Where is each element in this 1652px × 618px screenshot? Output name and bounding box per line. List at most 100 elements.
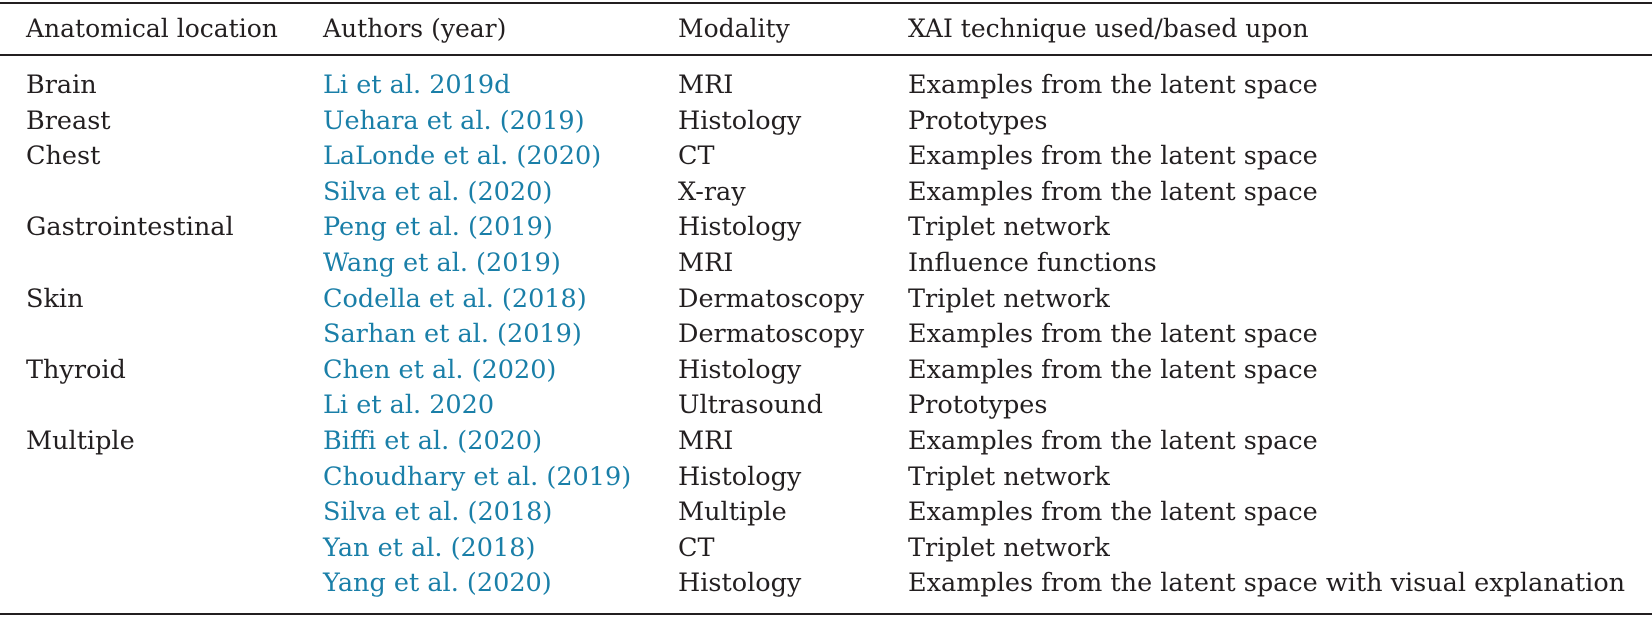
- cell-authors-link[interactable]: Li et al. 2020: [323, 390, 495, 421]
- cell-anatomical-location: Gastrointestinal: [26, 212, 234, 243]
- cell-authors-link-container: Li et al. 2019d: [323, 68, 678, 104]
- cell-authors-link[interactable]: Yan et al. (2018): [323, 532, 536, 563]
- cell-modality: MRI: [678, 70, 734, 100]
- cell-anatomical-location-container: [0, 460, 323, 496]
- cell-modality: MRI: [678, 425, 734, 456]
- table-row: Yan et al. (2018) CT Triplet network: [0, 531, 1652, 567]
- cell-authors-link-container: Codella et al. (2018): [323, 282, 678, 318]
- cell-anatomical-location-container: Thyroid: [0, 353, 323, 389]
- cell-xai-technique-container: Triplet network: [908, 210, 1652, 246]
- cell-authors-link-container: Yan et al. (2018): [323, 531, 678, 567]
- cell-modality: Multiple: [678, 497, 787, 528]
- cell-anatomical-location-container: Skin: [0, 282, 323, 318]
- table-row: Skin Codella et al. (2018) Dermatoscopy Tri…: [0, 282, 1652, 318]
- cell-authors-link[interactable]: Uehara et al. (2019): [323, 105, 585, 136]
- table-row: Multiple Biffi et al. (2020) MRI Examples f…: [0, 424, 1652, 460]
- cell-modality-container: X-ray: [678, 175, 908, 211]
- cell-xai-technique-container: Examples from the latent space: [908, 175, 1652, 211]
- cell-xai-technique-container: Influence functions: [908, 246, 1652, 282]
- table-row: Thyroid Chen et al. (2020) Histology Exampl…: [0, 353, 1652, 389]
- cell-anatomical-location-container: [0, 317, 323, 353]
- cell-authors-link[interactable]: Codella et al. (2018): [323, 283, 587, 314]
- table-row: Breast Uehara et al. (2019) Histology Proto…: [0, 104, 1652, 140]
- table-body: Brain Li et al. 2019d MRI Examples from the…: [0, 56, 1652, 602]
- cell-authors-link[interactable]: Choudhary et al. (2019): [323, 461, 632, 492]
- cell-modality-container: CT: [678, 139, 908, 175]
- cell-xai-technique-container: Prototypes: [908, 388, 1652, 424]
- cell-xai-technique-container: Examples from the latent space: [908, 139, 1652, 175]
- cell-authors-link-container: Silva et al. (2020): [323, 175, 678, 211]
- cell-xai-technique: Examples from the latent space: [908, 497, 1318, 528]
- table-header: Anatomical location Authors (year) Modal…: [0, 0, 1652, 56]
- cell-authors-link-container: Yang et al. (2020): [323, 566, 678, 602]
- cell-anatomical-location: Multiple: [26, 425, 135, 456]
- cell-anatomical-location: Chest: [26, 141, 101, 172]
- table-header-rule: [0, 54, 1652, 56]
- cell-authors-link-container: Choudhary et al. (2019): [323, 460, 678, 496]
- cell-authors-link-container: LaLonde et al. (2020): [323, 139, 678, 175]
- header-modality: Modality: [678, 13, 790, 43]
- cell-anatomical-location-container: Brain: [0, 68, 323, 104]
- cell-anatomical-location-container: Chest: [0, 139, 323, 175]
- cell-authors-link-container: Wang et al. (2019): [323, 246, 678, 282]
- cell-xai-technique-container: Examples from the latent space: [908, 317, 1652, 353]
- cell-authors-link[interactable]: Li et al. 2019d: [323, 70, 511, 100]
- cell-authors-link[interactable]: Wang et al. (2019): [323, 247, 561, 278]
- cell-authors-link[interactable]: Silva et al. (2018): [323, 497, 553, 528]
- cell-modality-container: MRI: [678, 68, 908, 104]
- cell-authors-link[interactable]: Silva et al. (2020): [323, 176, 553, 207]
- cell-anatomical-location-container: [0, 246, 323, 282]
- cell-modality: Histology: [678, 105, 802, 136]
- header-anatomical-location: Anatomical location: [26, 13, 278, 43]
- cell-authors-link[interactable]: LaLonde et al. (2020): [323, 141, 602, 172]
- cell-xai-technique: Triplet network: [908, 532, 1110, 563]
- cell-authors-link[interactable]: Sarhan et al. (2019): [323, 319, 582, 350]
- cell-modality-container: Histology: [678, 353, 908, 389]
- cell-anatomical-location: Brain: [26, 70, 97, 100]
- table-row: Silva et al. (2020) X-ray Examples from th…: [0, 175, 1652, 211]
- cell-xai-technique-container: Examples from the latent space: [908, 68, 1652, 104]
- cell-anatomical-location-container: [0, 531, 323, 567]
- cell-authors-link-container: Biffi et al. (2020): [323, 424, 678, 460]
- cell-modality: CT: [678, 532, 715, 563]
- cell-modality-container: Multiple: [678, 495, 908, 531]
- cell-xai-technique-container: Triplet network: [908, 460, 1652, 496]
- cell-modality: Ultrasound: [678, 390, 823, 421]
- cell-authors-link-container: Sarhan et al. (2019): [323, 317, 678, 353]
- cell-modality: Histology: [678, 212, 802, 243]
- table-top-rule: [0, 2, 1652, 4]
- table: Anatomical location Authors (year) Modal…: [0, 0, 1652, 602]
- table-row: Choudhary et al. (2019) Histology Triplet …: [0, 460, 1652, 496]
- cell-xai-technique-container: Examples from the latent space: [908, 424, 1652, 460]
- header-row: Anatomical location Authors (year) Modal…: [0, 0, 1652, 56]
- table-row: Brain Li et al. 2019d MRI Examples from the…: [0, 68, 1652, 104]
- cell-xai-technique-container: Examples from the latent space: [908, 495, 1652, 531]
- cell-authors-link-container: Chen et al. (2020): [323, 353, 678, 389]
- cell-authors-link[interactable]: Yang et al. (2020): [323, 568, 552, 599]
- cell-modality-container: MRI: [678, 424, 908, 460]
- cell-xai-technique-container: Triplet network: [908, 282, 1652, 318]
- cell-anatomical-location-container: Gastrointestinal: [0, 210, 323, 246]
- cell-modality: MRI: [678, 247, 734, 278]
- cell-xai-technique: Examples from the latent space: [908, 354, 1318, 385]
- cell-authors-link[interactable]: Peng et al. (2019): [323, 212, 553, 243]
- cell-authors-link-container: Peng et al. (2019): [323, 210, 678, 246]
- cell-xai-technique-container: Examples from the latent space: [908, 353, 1652, 389]
- cell-anatomical-location-container: Multiple: [0, 424, 323, 460]
- cell-xai-technique-container: Triplet network: [908, 531, 1652, 567]
- cell-modality-container: Dermatoscopy: [678, 282, 908, 318]
- table-bottom-rule: [0, 613, 1652, 615]
- cell-modality: Histology: [678, 461, 802, 492]
- cell-authors-link[interactable]: Chen et al. (2020): [323, 354, 557, 385]
- cell-authors-link-container: Silva et al. (2018): [323, 495, 678, 531]
- cell-xai-technique: Influence functions: [908, 247, 1157, 278]
- cell-xai-technique: Examples from the latent space: [908, 141, 1318, 172]
- cell-xai-technique-container: Prototypes: [908, 104, 1652, 140]
- cell-xai-technique: Triplet network: [908, 212, 1110, 243]
- cell-xai-technique: Examples from the latent space: [908, 176, 1318, 207]
- cell-authors-link[interactable]: Biffi et al. (2020): [323, 425, 543, 456]
- cell-modality-container: Histology: [678, 104, 908, 140]
- cell-xai-technique: Triplet network: [908, 461, 1110, 492]
- table-row: Li et al. 2020 Ultrasound Prototypes: [0, 388, 1652, 424]
- header-authors-year: Authors (year): [323, 13, 507, 43]
